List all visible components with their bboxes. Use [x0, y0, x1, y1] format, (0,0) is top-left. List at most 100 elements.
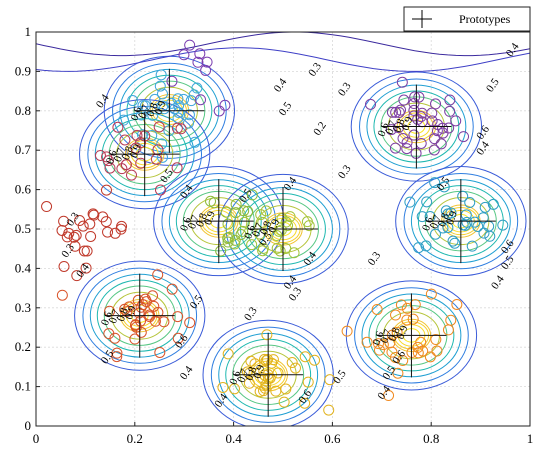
scatter-point — [404, 196, 416, 208]
scatter-point — [371, 303, 383, 315]
scatter-point — [238, 205, 250, 217]
scatter-point — [258, 365, 270, 377]
scatter-point — [152, 269, 164, 281]
scatter-point — [191, 82, 203, 94]
scatter-point — [219, 99, 231, 111]
contour-line — [79, 99, 211, 210]
scatter-point — [155, 69, 167, 81]
scatter-point — [430, 98, 442, 110]
scatter-point — [429, 177, 441, 189]
contour-label: 0.6 — [242, 223, 258, 240]
contour-label: 0.4 — [94, 92, 112, 111]
y-tick-label: 0.1 — [15, 379, 31, 394]
scatter-point — [127, 95, 139, 107]
scatter-point — [56, 289, 68, 301]
scatter-point — [120, 159, 132, 171]
scatter-point — [242, 205, 254, 217]
contour-line — [153, 166, 285, 277]
scatter-point — [100, 184, 112, 196]
contour-line — [403, 173, 519, 270]
scatter-point — [184, 39, 196, 51]
prototype-cross — [109, 112, 180, 197]
contour-label: 0.5 — [277, 100, 295, 119]
scatter-point — [166, 75, 178, 87]
scatter-point — [194, 48, 206, 60]
scatter-point — [183, 117, 195, 129]
contour-label: 0.3 — [366, 249, 384, 268]
contour-label: 0.8 — [194, 211, 210, 228]
scatter-point — [442, 208, 454, 220]
contour-label: 0.6 — [371, 329, 387, 346]
scatter-point — [289, 362, 301, 374]
scatter-point — [200, 64, 212, 76]
scatter-point — [257, 372, 269, 384]
scatter-point — [466, 240, 478, 252]
scatter-point — [222, 236, 234, 248]
prototype-cross — [233, 332, 304, 417]
scatter-point — [258, 353, 270, 365]
scatter-point — [431, 345, 443, 357]
scatter-point — [70, 229, 82, 241]
scatter-point — [415, 336, 427, 348]
scatter-point — [208, 197, 220, 209]
scatter-point — [246, 239, 258, 251]
contour-label: 0.4 — [301, 249, 319, 268]
scatter-point — [237, 225, 249, 237]
scatter-point — [309, 354, 321, 366]
scatter-point — [458, 131, 470, 143]
contour-label: 0.7 — [137, 103, 153, 120]
scatter-point — [390, 106, 402, 118]
scatter-point — [229, 238, 241, 250]
contour-label: 0.9 — [123, 304, 139, 321]
scatter-point — [121, 306, 133, 318]
legend: Prototypes — [403, 6, 531, 32]
scatter-point — [88, 209, 100, 221]
scatter-point — [396, 76, 408, 88]
contour-label: 0.3 — [242, 305, 260, 324]
contour-line — [82, 267, 198, 364]
contour-label: 0.8 — [145, 101, 161, 118]
contour-label: 0.9 — [251, 363, 267, 380]
contour-line — [36, 47, 530, 72]
x-tick-label: 0.4 — [225, 431, 242, 446]
scatter-point — [273, 225, 285, 237]
scatter-point — [421, 196, 433, 208]
scatter-point — [361, 336, 373, 348]
scatter-point — [428, 133, 440, 145]
contour-label: 0.4 — [282, 174, 300, 193]
scatter-point — [302, 376, 314, 388]
scatter-point — [393, 106, 405, 118]
scatter-point — [125, 169, 137, 181]
contour-label: 0.3 — [336, 163, 354, 182]
scatter-point — [442, 324, 454, 336]
scatter-point — [260, 355, 272, 367]
scatter-point — [78, 245, 90, 257]
scatter-point — [257, 216, 269, 228]
contour-label: 0.7 — [112, 146, 128, 163]
scatter-point — [245, 355, 257, 367]
contour-label: 0.6 — [227, 369, 243, 386]
scatter-point — [241, 366, 253, 378]
scatter-point — [479, 201, 491, 213]
scatter-point — [149, 93, 161, 105]
contour-label: 0.4 — [272, 76, 290, 95]
scatter-point — [397, 133, 409, 145]
scatter-point — [430, 334, 442, 346]
y-tick-label: 0.8 — [15, 103, 31, 118]
scatter-point — [140, 296, 152, 308]
scatter-point — [442, 221, 454, 233]
contour-label: 0.5 — [484, 76, 502, 95]
scatter-point — [94, 149, 106, 161]
scatter-point — [172, 311, 184, 323]
contour-label: 0.3 — [59, 241, 77, 260]
scatter-point — [77, 220, 89, 232]
contour-label: 0.8 — [243, 365, 259, 382]
scatter-point — [299, 397, 311, 409]
scatter-point — [74, 215, 86, 227]
contour-label: 0.6 — [178, 215, 194, 232]
scatter-point — [395, 299, 407, 311]
scatter-point — [276, 213, 288, 225]
scatter-point — [85, 230, 97, 242]
contour-label: 0.3 — [336, 80, 354, 99]
